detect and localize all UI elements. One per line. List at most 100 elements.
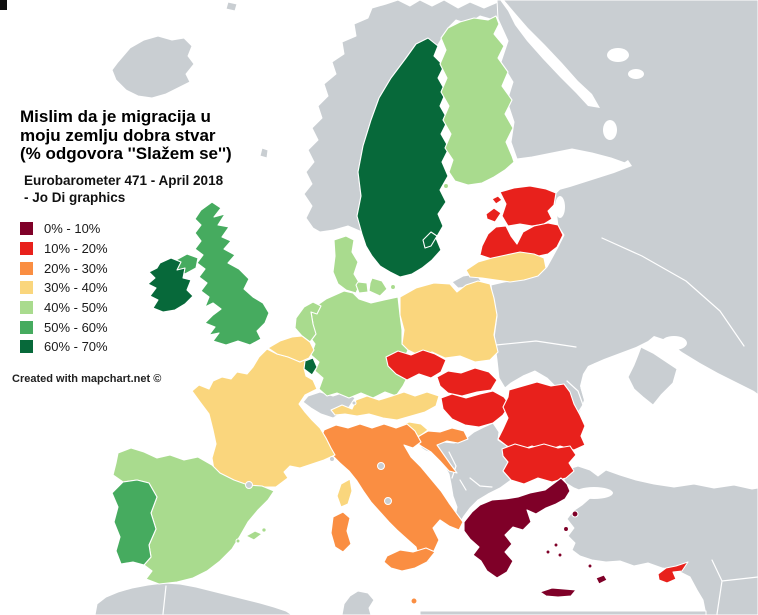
legend-swatch xyxy=(20,261,33,275)
country-netherlands xyxy=(294,301,322,343)
border-montenegro-albania xyxy=(459,479,467,491)
country-austria xyxy=(330,391,440,421)
island-sardinia xyxy=(330,511,352,553)
sea-of-azov xyxy=(661,336,687,350)
map-title: Mislim da je migracija u moju zemlju dob… xyxy=(20,107,232,164)
corner-artifact xyxy=(0,0,7,10)
legend-row: 40% - 50% xyxy=(20,298,108,318)
border-belarus-ukraine xyxy=(495,340,577,348)
border-russia-ukraine xyxy=(601,237,745,347)
country-malta xyxy=(410,597,418,605)
legend-label: 30% - 40% xyxy=(44,280,108,296)
legend-swatch xyxy=(20,281,33,295)
border-morocco-algeria xyxy=(162,585,167,615)
island-gotland xyxy=(422,231,438,249)
country-portugal xyxy=(111,479,158,566)
legend-label: 40% - 50% xyxy=(44,300,108,316)
region-libya-coastline xyxy=(419,610,707,615)
country-italy xyxy=(320,423,464,572)
region-crimea xyxy=(627,346,678,406)
border-kosovo-macedonia xyxy=(469,477,493,488)
country-france xyxy=(191,348,353,508)
white-sea xyxy=(500,0,600,108)
country-belgium xyxy=(267,335,315,363)
country-estonia xyxy=(485,185,557,227)
microstate-monaco xyxy=(329,456,335,462)
island-mallorca xyxy=(245,530,263,541)
lake-small xyxy=(628,69,644,79)
island-menorca xyxy=(261,527,267,533)
island-zealand xyxy=(368,277,388,297)
border-moldova xyxy=(566,380,584,417)
region-iceland xyxy=(111,35,195,99)
island-ibiza xyxy=(235,538,241,544)
legend-swatch xyxy=(20,242,33,256)
map-title-line: moju zemlju dobra stvar xyxy=(20,125,216,145)
map-subtitle: Eurobarometer 471 - April 2018 - Jo Di g… xyxy=(24,172,223,206)
legend-label: 50% - 60% xyxy=(44,319,108,335)
region-shetland xyxy=(259,147,269,159)
border-syria-iraq xyxy=(721,576,758,582)
country-slovakia xyxy=(436,367,498,397)
country-czechia xyxy=(385,349,447,381)
country-croatia xyxy=(412,427,469,474)
map-subtitle-line: Eurobarometer 471 - April 2018 xyxy=(24,173,224,188)
legend-label: 10% - 20% xyxy=(44,241,108,257)
island-sicily xyxy=(383,547,436,572)
gulf-of-finland xyxy=(536,160,632,197)
microstate-andorra xyxy=(245,481,253,489)
island-crete xyxy=(539,587,577,598)
country-romania xyxy=(497,381,586,452)
border-bosnia-serbia xyxy=(448,451,457,479)
sea-of-marmara xyxy=(575,487,613,499)
legend-swatch xyxy=(20,222,33,236)
island-funen xyxy=(355,281,369,294)
island-lolland xyxy=(389,283,397,291)
legend-row: 20% - 30% xyxy=(20,258,108,278)
country-germany xyxy=(308,290,410,399)
legend-row: 50% - 60% xyxy=(20,317,108,337)
country-ireland xyxy=(147,257,194,313)
region-tunisia xyxy=(341,590,375,615)
island-cyclades-3 xyxy=(557,552,563,558)
legend-swatch xyxy=(20,320,33,334)
country-luxembourg xyxy=(303,357,318,376)
country-denmark xyxy=(332,235,397,297)
region-faroe-islands xyxy=(225,1,238,12)
lake-onega xyxy=(607,48,629,62)
island-saaremaa xyxy=(485,207,502,223)
island-kos xyxy=(587,563,593,569)
lake-ladoga xyxy=(603,120,617,140)
legend-swatch xyxy=(20,301,33,315)
legend-swatch xyxy=(20,340,33,354)
microstate-san-marino xyxy=(377,462,385,470)
map-subtitle-line: - Jo Di graphics xyxy=(24,190,126,205)
legend-row: 0% - 10% xyxy=(20,219,108,239)
legend-row: 60% - 70% xyxy=(20,337,108,357)
legend-row: 10% - 20% xyxy=(20,239,108,259)
island-chios xyxy=(562,525,570,533)
map-title-line: (% odgovora ''Slažem se'') xyxy=(20,144,232,163)
legend-label: 0% - 10% xyxy=(44,221,101,237)
country-cyprus xyxy=(657,561,689,584)
island-aland xyxy=(442,182,450,190)
island-cyclades-2 xyxy=(545,549,551,555)
legend: 0% - 10% 10% - 20% 20% - 30% 30% - 40% 4… xyxy=(20,219,108,357)
island-hiiumaa xyxy=(491,195,503,205)
microstate-liechtenstein xyxy=(351,400,357,406)
island-lesbos xyxy=(571,510,579,518)
legend-row: 30% - 40% xyxy=(20,278,108,298)
country-greece xyxy=(463,477,608,598)
lake-peipus xyxy=(555,196,565,218)
great-britain xyxy=(194,201,270,346)
black-sea xyxy=(578,336,758,484)
microstate-vatican xyxy=(384,497,392,505)
country-poland xyxy=(399,280,499,363)
island-rhodes xyxy=(595,574,608,585)
country-lithuania xyxy=(465,251,547,283)
legend-label: 60% - 70% xyxy=(44,339,108,355)
country-finland xyxy=(439,15,515,190)
attribution: Created with mapchart.net © xyxy=(12,373,162,385)
